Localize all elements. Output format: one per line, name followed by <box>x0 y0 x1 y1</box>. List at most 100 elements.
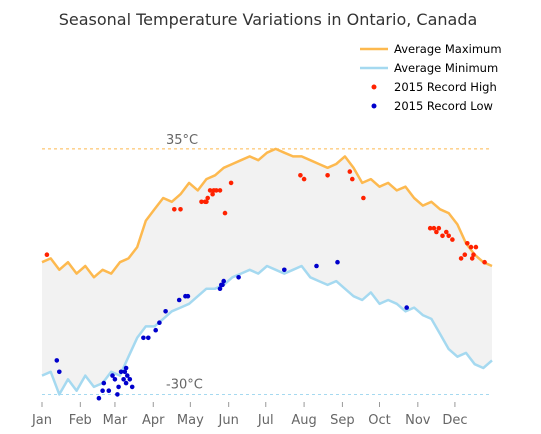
record-low-point <box>57 369 62 375</box>
x-tick-label: Aug <box>291 413 316 428</box>
record-high-point <box>350 176 355 182</box>
record-high-point <box>205 195 210 201</box>
record-low-point <box>101 380 107 386</box>
record-high-point <box>450 237 455 242</box>
legend-label-record-low: 2015 Record Low <box>394 99 493 113</box>
record-high-point <box>434 229 439 235</box>
record-low-point <box>236 275 241 280</box>
record-high-point <box>462 252 468 257</box>
x-axis: Jan Feb Mar Apr May Jun Jul Aug Sep Oct Nov Dec <box>31 402 467 428</box>
ref-label-low: -30°C <box>166 377 203 392</box>
record-low-point <box>123 380 129 386</box>
ref-label-high-value: 35 <box>166 133 183 148</box>
record-high-point <box>325 173 330 178</box>
record-high-point <box>446 233 452 239</box>
x-tick-label: May <box>177 413 204 428</box>
legend-marker-record-low <box>371 103 377 109</box>
record-high-point <box>440 233 445 239</box>
x-tick-label: Dec <box>442 413 467 428</box>
record-low-point <box>100 388 105 394</box>
series-line-average-minimum <box>41 264 493 396</box>
x-tick-label: Jan <box>31 413 52 428</box>
x-tick-label: Sep <box>330 413 355 428</box>
record-low-point <box>221 278 226 284</box>
record-low-point <box>220 282 225 288</box>
record-low-point <box>106 388 112 394</box>
record-low-point <box>118 369 124 375</box>
x-tick-label: Apr <box>142 413 165 428</box>
legend-label-min: Average Minimum <box>394 61 498 75</box>
record-high-point <box>431 225 437 231</box>
record-low-point <box>116 384 121 390</box>
x-tick-label: Feb <box>69 413 92 428</box>
plot-area: 35°C -30°C <box>41 133 493 401</box>
record-low-point <box>404 305 410 310</box>
record-low-point <box>185 293 191 299</box>
record-high-point <box>347 169 353 174</box>
record-high-point <box>436 225 442 231</box>
legend-marker-record-high <box>371 84 377 90</box>
record-high-point <box>44 252 50 257</box>
record-high-point <box>298 173 303 178</box>
x-tick-label: Oct <box>368 413 390 428</box>
record-high-point <box>465 241 470 246</box>
ref-label-low-value: -30 <box>166 377 187 392</box>
record-low-point <box>141 335 146 341</box>
legend-label-max: Average Maximum <box>394 42 502 56</box>
record-low-point <box>335 259 340 265</box>
record-high-point <box>473 244 479 250</box>
record-high-point <box>482 259 487 265</box>
record-high-point <box>228 180 234 186</box>
x-tick-label: Nov <box>405 413 431 428</box>
record-high-point <box>172 207 177 212</box>
record-high-point <box>468 244 474 250</box>
record-low-point <box>110 373 115 378</box>
record-high-point <box>469 256 475 261</box>
ref-label-high: 35°C <box>166 133 198 148</box>
record-low-point <box>112 377 118 382</box>
x-tick-label: Mar <box>103 413 128 428</box>
x-tick-label: Jul <box>257 413 274 428</box>
record-low-point <box>153 327 158 333</box>
ref-label-high-unit: °C <box>183 133 199 148</box>
record-high-point <box>301 176 307 182</box>
record-high-point <box>444 229 449 235</box>
record-low-point <box>146 335 151 341</box>
record-low-point <box>123 365 129 371</box>
record-low-point <box>122 369 128 375</box>
record-high-point <box>458 256 464 261</box>
x-tick-label: Jun <box>218 413 239 428</box>
series-lines <box>41 147 493 396</box>
series-line-average-maximum <box>41 147 493 279</box>
record-high-point <box>207 188 213 193</box>
record-high-point <box>214 188 219 193</box>
record-high-point <box>471 252 476 257</box>
record-low-point <box>115 392 120 397</box>
ref-label-low-unit: °C <box>187 377 203 392</box>
legend: Average Maximum Average Minimum 2015 Rec… <box>360 42 502 113</box>
record-low-point <box>282 267 287 273</box>
record-low-point <box>217 286 223 292</box>
record-high-point <box>217 188 223 193</box>
record-high-point <box>199 199 204 205</box>
record-low-point <box>157 320 162 326</box>
record-high-point <box>427 225 433 231</box>
record-high-point <box>204 199 209 205</box>
record-low-point <box>96 395 102 401</box>
record-low-point <box>127 377 133 382</box>
record-high-point <box>222 210 228 216</box>
legend-label-record-high: 2015 Record High <box>394 80 497 94</box>
record-high-point <box>178 207 183 212</box>
record-low-point <box>54 358 60 363</box>
record-low-point <box>125 373 130 378</box>
record-low-point <box>176 297 182 303</box>
record-low-point <box>163 309 168 314</box>
chart-title: Seasonal Temperature Variations in Ontar… <box>59 10 478 29</box>
record-low-point <box>314 263 319 269</box>
record-low-point <box>121 377 126 382</box>
record-high-point <box>361 195 366 201</box>
scatter-points <box>44 169 487 401</box>
record-low-point <box>129 384 135 390</box>
record-high-point <box>210 191 215 197</box>
